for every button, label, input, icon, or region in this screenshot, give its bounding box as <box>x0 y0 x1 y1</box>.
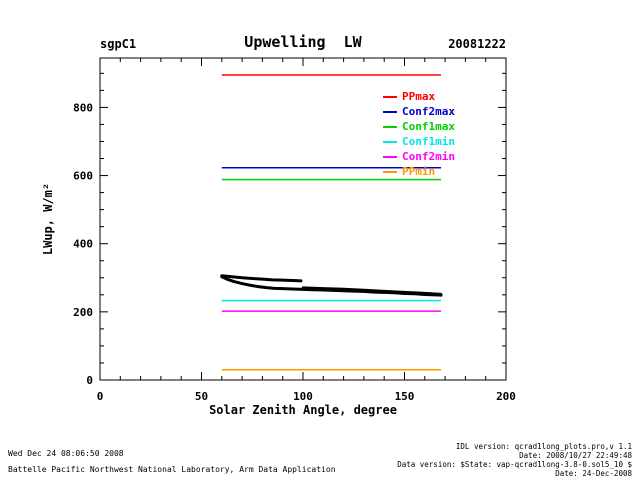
y-tick-label: 0 <box>86 374 93 387</box>
legend-dash-icon <box>383 155 397 158</box>
legend-item-ppmin: PPmin <box>383 164 455 179</box>
legend-dash-icon <box>383 125 397 128</box>
legend-item-conf1max: Conf1max <box>383 119 455 134</box>
y-tick-label: 600 <box>73 170 93 183</box>
legend-dash-icon <box>383 95 397 98</box>
legend-dash-icon <box>383 170 397 173</box>
legend-item-conf2min: Conf2min <box>383 149 455 164</box>
data-trace-lwup-main-trace <box>220 275 443 297</box>
legend-label: PPmax <box>402 90 436 103</box>
legend-dash-icon <box>383 140 397 143</box>
y-axis-title: LWup, W/m² <box>41 182 55 256</box>
date-label: 20081222 <box>448 37 506 51</box>
y-tick-label: 400 <box>73 238 93 251</box>
plot-title: Upwelling LW <box>244 33 362 51</box>
site-label: sgpC1 <box>100 37 137 51</box>
y-tick-label: 200 <box>73 306 93 319</box>
idl-version-line: IDL version: qcrad1long_plots.pro,v 1.1 <box>455 442 632 451</box>
process-date-line: Date: 2008/10/27 22:49:48 <box>519 451 632 460</box>
legend-label: PPmin <box>402 165 436 178</box>
legend-label: Conf2max <box>402 105 455 118</box>
x-tick-label: 0 <box>97 390 104 403</box>
legend-item-conf1min: Conf1min <box>383 134 455 149</box>
legend-label: Conf1min <box>402 135 455 148</box>
legend-item-ppmax: PPmax <box>383 89 455 104</box>
plot-date-line: Date: 24-Dec-2008 <box>555 469 632 478</box>
legend-item-conf2max: Conf2max <box>383 104 455 119</box>
y-tick-label: 800 <box>73 101 93 114</box>
data-trace-lwup-upper-branch <box>220 274 303 283</box>
data-version-line: Data version: $State: vap-qcrad1long-3.8… <box>397 460 632 469</box>
x-tick-label: 50 <box>195 390 208 403</box>
timestamp-line: Wed Dec 24 08:06:50 2008 <box>8 449 124 458</box>
x-tick-label: 200 <box>496 390 516 403</box>
data-trace-lwup-overlap-trace <box>301 286 443 296</box>
legend-label: Conf2min <box>402 150 455 163</box>
legend-label: Conf1max <box>402 120 455 133</box>
legend-dash-icon <box>383 110 397 113</box>
x-tick-label: 100 <box>293 390 313 403</box>
footer-right: IDL version: qcrad1long_plots.pro,v 1.1 D… <box>397 442 632 478</box>
x-axis-title: Solar Zenith Angle, degree <box>209 403 397 417</box>
organization-line: Battelle Pacific Northwest National Labo… <box>8 465 336 474</box>
x-tick-label: 150 <box>395 390 415 403</box>
footer-left: Wed Dec 24 08:06:50 2008 Battelle Pacific… <box>8 446 336 478</box>
legend: PPmax Conf2max Conf1max Conf1min Conf2min PPm… <box>383 89 455 179</box>
